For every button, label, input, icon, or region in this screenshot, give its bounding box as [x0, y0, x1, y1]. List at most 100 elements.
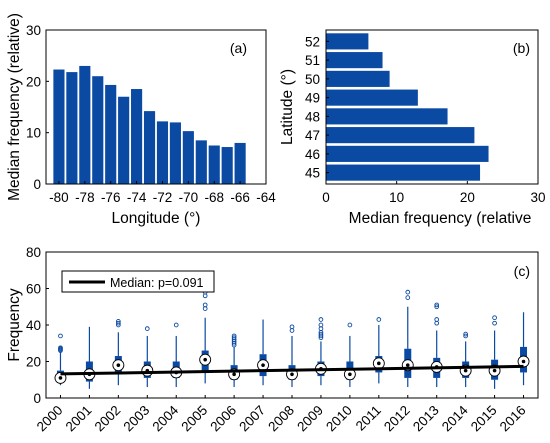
panel-b-xticks: 0 10 20 30 — [322, 181, 546, 205]
panel-a-bar — [79, 65, 91, 184]
panel-a-ytick-label: 0 — [33, 177, 41, 192]
panel-c-xtick-label: 2006 — [207, 403, 239, 435]
panel-a-ytick-label: 10 — [26, 126, 41, 141]
panel-a-bar — [169, 122, 181, 184]
panel-c-xtick-label: 2014 — [439, 402, 471, 434]
panel-b-frame — [325, 29, 539, 185]
panel-a-ytick-label: 20 — [26, 74, 41, 89]
panel-c-xtick-label: 2011 — [353, 403, 384, 434]
panel-c-xtick-label: 2000 — [34, 403, 66, 435]
panel-b-bar — [326, 164, 481, 181]
panel-c-outlier — [289, 324, 295, 330]
panel-a-xticks: -80 -78 -76 -74 -72 -70 -68 -66 -64 — [49, 181, 276, 205]
panel-a-bar — [182, 131, 194, 184]
panel-c-median-dot — [261, 363, 265, 367]
panel-c-xtick-label: 2013 — [410, 403, 442, 435]
panel-b: 0 10 20 30 45 46 47 48 49 50 51 52 (b) Median freq… — [279, 29, 546, 227]
panel-a-frame — [45, 29, 267, 185]
panel-c-median-dot — [116, 363, 121, 367]
panel-c-xticks: 2000200120022003200420052006200720082009… — [34, 395, 529, 434]
panel-a-ylabel: Median frequency (relative) — [6, 13, 23, 201]
panel-b-bar — [326, 145, 489, 162]
panel-b-ytick-label: 49 — [305, 91, 320, 106]
panel-c-outlier — [434, 302, 440, 308]
panel-a-label: (a) — [230, 40, 247, 56]
panel-c-legend-label: Median: p=0.091 — [110, 276, 204, 290]
panel-a-ytick-label: 30 — [26, 23, 41, 38]
panel-b-ytick-label: 50 — [305, 72, 320, 87]
panel-c-median-dot — [492, 368, 497, 373]
panel-b-ytick-label: 45 — [305, 166, 320, 181]
panel-c-median-dot — [377, 361, 381, 366]
panel-c-label: (c) — [514, 263, 530, 279]
panel-c-xtick-label: 2001 — [63, 403, 95, 435]
panel-c-xtick-label: 2012 — [381, 403, 413, 435]
panel-c-median-dot — [348, 372, 352, 377]
panel-c-median-dot — [290, 372, 294, 377]
panel-c-outlier — [173, 322, 179, 328]
panel-a-bar — [156, 121, 169, 184]
panel-c-xtick-label: 2009 — [294, 403, 326, 435]
panel-c-outlier — [318, 317, 324, 322]
panel-c-median-dot — [232, 372, 236, 377]
panel-c-xtick-label: 2004 — [150, 402, 182, 434]
panel-c-outlier — [231, 333, 237, 339]
panel-c-ytick-label: 40 — [26, 318, 41, 333]
panel-c-ytick-label: 0 — [33, 391, 41, 406]
panel-a-xlabel: Longitude (°) — [112, 210, 201, 227]
panel-b-xtick-label: 10 — [389, 190, 404, 205]
panel-b-ytick-label: 46 — [305, 147, 320, 162]
panel-c-outlier — [347, 322, 353, 328]
panel-a-bar — [208, 145, 220, 184]
panel-c-legend-box — [61, 270, 215, 293]
panel-c-outlier — [463, 331, 468, 337]
panel-c-xtick-label: 2002 — [92, 403, 124, 435]
panel-c-median-dot — [405, 363, 410, 367]
panel-c-ytick-label: 60 — [26, 282, 41, 297]
panel-b-xtick-label: 0 — [322, 190, 330, 205]
panel-b-bar — [326, 52, 383, 69]
panel-a-xtick-label: -74 — [127, 190, 147, 205]
panel-b-bars — [326, 33, 489, 181]
panel-c-outlier — [318, 322, 324, 328]
panel-b-label: (b) — [513, 40, 530, 56]
panel-c-median-dot — [463, 368, 468, 373]
panel-a-bars — [53, 65, 246, 184]
panel-a-xtick-label: -78 — [75, 190, 95, 205]
panel-c-outlier — [492, 320, 497, 326]
panel-a-xtick-label: -80 — [49, 190, 69, 205]
panel-c-outlier — [116, 319, 121, 324]
panel-b-ytick-label: 52 — [305, 34, 320, 49]
panel-a-bar — [195, 140, 207, 184]
panel-c-outlier — [58, 345, 63, 351]
panel-c-outlier — [318, 331, 324, 337]
panel-c-outlier — [58, 333, 63, 339]
panel-c: 2000200120022003200420052006200720082009… — [6, 245, 539, 434]
panel-a-bar — [105, 84, 117, 184]
panel-c-xtick-label: 2010 — [323, 403, 355, 435]
panel-b-ytick-label: 47 — [305, 128, 320, 143]
panel-a-bar — [131, 89, 143, 184]
panel-c-outlier — [202, 302, 208, 308]
panel-c-ytick-label: 20 — [26, 355, 41, 370]
panel-b-ytick-label: 51 — [305, 53, 320, 68]
panel-b-bar — [326, 108, 448, 125]
panel-a-xtick-label: -68 — [204, 190, 224, 205]
panel-b-xtick-label: 20 — [460, 190, 475, 205]
panel-c-outlier — [434, 304, 440, 310]
panel-b-bar — [326, 33, 369, 50]
panel-b-bar — [326, 70, 390, 87]
panel-c-outlier — [492, 315, 497, 321]
panel-c-xtick-label: 2007 — [236, 403, 268, 435]
panel-c-outlier — [405, 295, 411, 300]
panel-c-outlier — [376, 317, 382, 322]
panel-a-xtick-label: -70 — [179, 190, 199, 205]
panel-b-xlabel: Median frequency (relative — [349, 210, 532, 227]
panel-a-bar — [221, 147, 233, 184]
panel-c-median-dot — [58, 376, 63, 380]
panel-a-yticks: 0 10 20 30 — [26, 23, 49, 192]
panel-a-xtick-label: -76 — [101, 190, 121, 205]
panel-b-bar — [326, 89, 418, 106]
